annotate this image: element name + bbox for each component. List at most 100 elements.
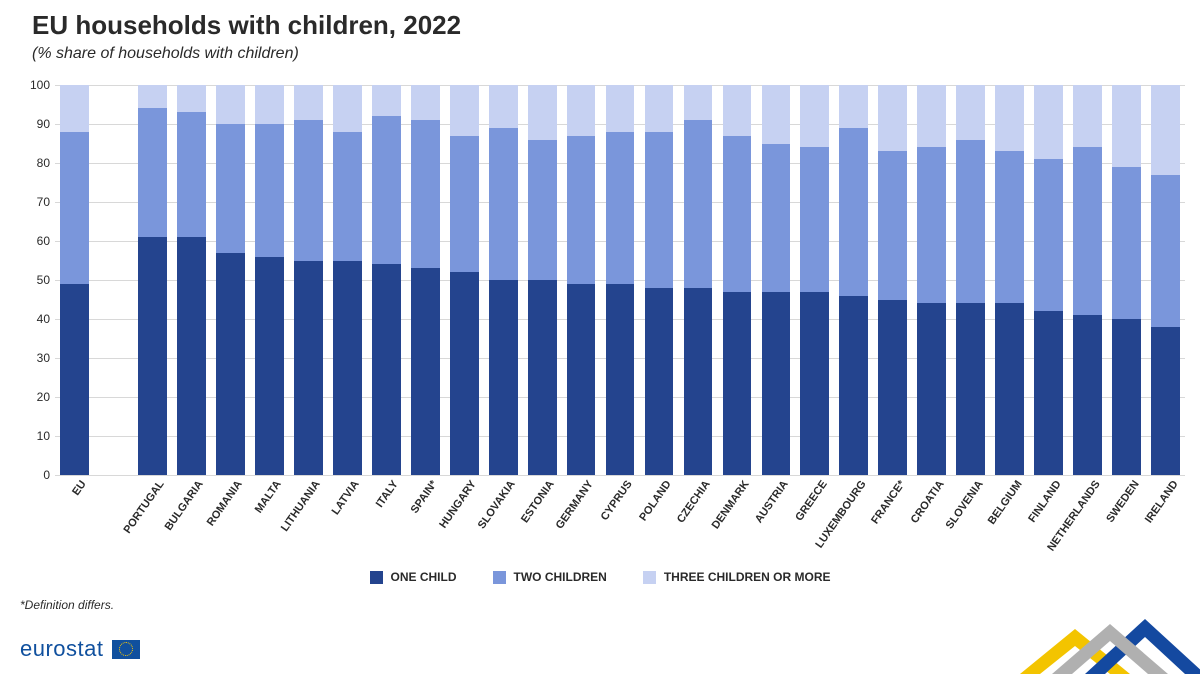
bar-segment-two [800, 147, 829, 291]
y-axis-tick: 20 [25, 390, 50, 404]
bar-stack [177, 85, 206, 475]
bar-segment-one [138, 237, 167, 475]
bar-segment-two [956, 140, 985, 304]
corner-chevron-icon [980, 574, 1200, 674]
x-axis-label: FRANCE* [864, 475, 907, 526]
bar-stack [1073, 85, 1102, 475]
bar-slot: BULGARIA [172, 85, 211, 475]
bar-stack [294, 85, 323, 475]
bar-segment-two [606, 132, 635, 284]
bar-slot: LITHUANIA [289, 85, 328, 475]
bar-segment-two [177, 112, 206, 237]
bar-segment-three [606, 85, 635, 132]
bar-segment-three [1034, 85, 1063, 159]
bar-stack [216, 85, 245, 475]
bar-slot: NETHERLANDS [1068, 85, 1107, 475]
x-axis-label: ROMANIA [200, 475, 245, 528]
legend-label: ONE CHILD [391, 570, 457, 584]
y-axis-tick: 10 [25, 429, 50, 443]
bar-stack [723, 85, 752, 475]
bar-stack [1034, 85, 1063, 475]
bar-stack [645, 85, 674, 475]
bar-segment-two [294, 120, 323, 260]
legend-label: THREE CHILDREN OR MORE [664, 570, 831, 584]
bar-segment-one [956, 303, 985, 475]
bar-segment-three [255, 85, 284, 124]
bar-segment-three [995, 85, 1024, 151]
bar-slot: POLAND [640, 85, 679, 475]
bar-segment-two [1073, 147, 1102, 315]
bar-stack [372, 85, 401, 475]
bar-stack [684, 85, 713, 475]
bar-segment-two [255, 124, 284, 257]
legend-swatch [370, 571, 383, 584]
bar-segment-two [333, 132, 362, 261]
bar-segment-two [878, 151, 907, 299]
bar-stack [606, 85, 635, 475]
bar-segment-one [216, 253, 245, 475]
bar-segment-one [878, 300, 907, 476]
bar-segment-one [995, 303, 1024, 475]
bar-segment-three [1073, 85, 1102, 147]
bar-segment-two [489, 128, 518, 280]
y-axis-tick: 100 [25, 78, 50, 92]
x-axis-label: POLAND [632, 475, 673, 523]
bar-segment-one [567, 284, 596, 475]
bar-segment-two [1151, 175, 1180, 327]
bar-stack [255, 85, 284, 475]
bars-container: EUPORTUGALBULGARIAROMANIAMALTALITHUANIAL… [55, 85, 1185, 475]
bar-slot: ITALY [367, 85, 406, 475]
x-axis-label: SLOVAKIA [471, 475, 518, 531]
bar-segment-three [450, 85, 479, 136]
y-axis-tick: 50 [25, 273, 50, 287]
x-axis-label: CYPRUS [594, 475, 635, 523]
x-axis-label: AUSTRIA [748, 475, 791, 525]
bar-slot: EU [55, 85, 94, 475]
bar-segment-one [489, 280, 518, 475]
bar-stack [528, 85, 557, 475]
bar-segment-two [762, 144, 791, 292]
bar-segment-one [684, 288, 713, 475]
x-axis-label: SPAIN* [404, 475, 440, 516]
bar-stack [1112, 85, 1141, 475]
bar-stack [917, 85, 946, 475]
bar-segment-one [645, 288, 674, 475]
y-axis-tick: 0 [25, 468, 50, 482]
bar-stack [1151, 85, 1180, 475]
bar-segment-two [684, 120, 713, 288]
y-axis-tick: 90 [25, 117, 50, 131]
bar-gap [94, 85, 133, 475]
bar-slot: DENMARK [717, 85, 756, 475]
bar-segment-three [489, 85, 518, 128]
bar-slot: ESTONIA [523, 85, 562, 475]
x-axis-label: DENMARK [705, 475, 752, 531]
eurostat-brand: eurostat [20, 636, 140, 662]
bar-slot: LATVIA [328, 85, 367, 475]
y-axis-tick: 60 [25, 234, 50, 248]
bar-segment-three [800, 85, 829, 147]
bar-segment-one [606, 284, 635, 475]
bar-segment-two [645, 132, 674, 288]
bar-stack [60, 85, 89, 475]
legend-label: TWO CHILDREN [514, 570, 607, 584]
bar-segment-three [528, 85, 557, 140]
bar-segment-three [60, 85, 89, 132]
bar-stack [878, 85, 907, 475]
bar-slot: GREECE [795, 85, 834, 475]
brand-text: eurostat [20, 636, 104, 662]
chart-legend: ONE CHILD TWO CHILDREN THREE CHILDREN OR M… [0, 570, 1200, 587]
legend-swatch [493, 571, 506, 584]
bar-segment-one [917, 303, 946, 475]
eu-flag-icon [112, 640, 140, 659]
y-axis-tick: 30 [25, 351, 50, 365]
x-axis-label: ITALY [369, 475, 401, 510]
bar-slot: SPAIN* [406, 85, 445, 475]
bar-segment-three [138, 85, 167, 108]
bar-slot: CROATIA [912, 85, 951, 475]
legend-item: THREE CHILDREN OR MORE [643, 570, 831, 584]
bar-segment-one [372, 264, 401, 475]
bar-slot: IRELAND [1146, 85, 1185, 475]
bar-segment-two [723, 136, 752, 292]
bar-segment-three [216, 85, 245, 124]
bar-stack [333, 85, 362, 475]
